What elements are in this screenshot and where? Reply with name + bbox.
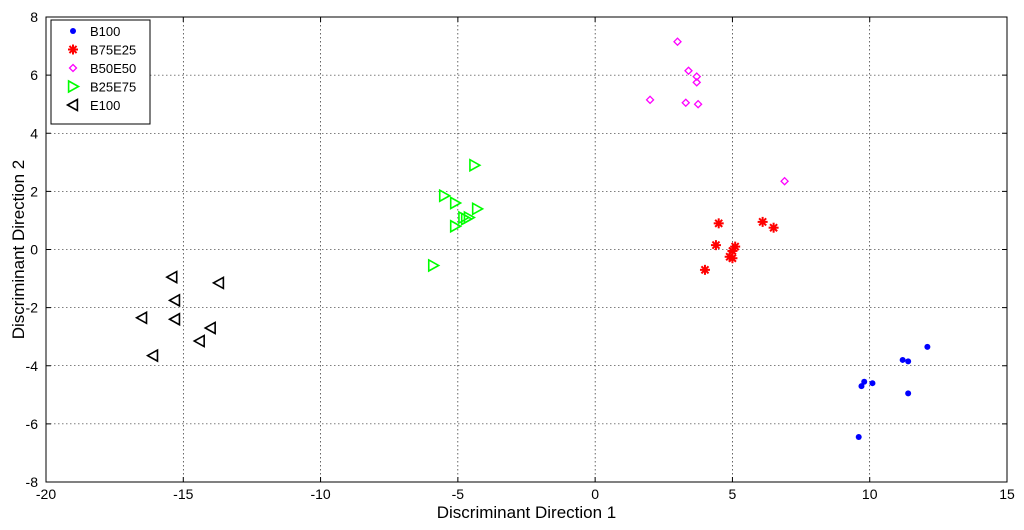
- point-e100: [134, 310, 148, 325]
- data-points: [134, 37, 931, 440]
- point-b75e25: [710, 240, 721, 251]
- point-b100: [899, 356, 906, 363]
- point-e100: [203, 321, 216, 335]
- point-b25e75: [449, 219, 463, 234]
- point-b100: [855, 433, 862, 440]
- legend-label-b50e50: B50E50: [90, 61, 136, 76]
- x-tick-label: 15: [999, 486, 1015, 502]
- point-e100: [192, 334, 205, 348]
- y-tick-label: 4: [30, 125, 38, 141]
- point-b50e50: [681, 98, 691, 108]
- point-b75e25: [699, 264, 710, 275]
- x-tick-label: 5: [729, 486, 737, 502]
- legend-label-b25e75: B25E75: [90, 80, 136, 95]
- legend-label-b75e25: B75E25: [90, 43, 136, 58]
- y-tick-label: 6: [30, 67, 38, 83]
- y-tick-label: 2: [30, 183, 38, 199]
- x-tick-label: -20: [36, 486, 56, 502]
- y-tick-label: -8: [26, 474, 39, 490]
- point-b100: [924, 343, 931, 350]
- point-e100: [165, 270, 178, 284]
- point-b100: [858, 383, 865, 390]
- point-b50e50: [692, 72, 702, 81]
- point-b50e50: [684, 66, 693, 76]
- legend-marker-b25e75: [67, 79, 81, 94]
- x-tick-label: 10: [862, 486, 878, 502]
- point-b75e25: [768, 222, 779, 233]
- point-b50e50: [673, 37, 682, 47]
- point-b75e25: [713, 218, 724, 229]
- point-b50e50: [692, 77, 702, 87]
- point-b25e75: [449, 196, 463, 210]
- point-b75e25: [727, 253, 738, 264]
- x-tick-label: -5: [452, 486, 465, 502]
- point-b50e50: [780, 176, 790, 186]
- y-axis-label: Discriminant Direction 2: [9, 160, 28, 340]
- legend: B100 B75E25 B50E50 B25E75 E100: [50, 19, 151, 125]
- grid-lines: [46, 17, 1007, 482]
- point-b25e75: [427, 258, 441, 273]
- y-tick-label: -2: [26, 300, 39, 316]
- legend-marker-b100: [70, 28, 76, 34]
- x-tick-label: -10: [310, 486, 330, 502]
- point-b25e75: [460, 212, 474, 226]
- point-b25e75: [438, 188, 452, 203]
- legend-label-e100: E100: [90, 98, 120, 113]
- point-b25e75: [469, 158, 482, 173]
- legend-marker-e100: [65, 98, 79, 112]
- y-tick-label: -6: [26, 416, 39, 432]
- x-axis-label: Discriminant Direction 1: [437, 503, 617, 522]
- y-tick-label: 8: [30, 9, 38, 25]
- y-tick-label: 0: [30, 242, 38, 258]
- point-b50e50: [645, 95, 655, 105]
- legend-box: [50, 19, 151, 125]
- point-b25e75: [471, 201, 485, 216]
- point-b100: [869, 380, 876, 387]
- point-b100: [861, 378, 868, 385]
- legend-marker-b50e50: [68, 63, 78, 73]
- point-e100: [167, 312, 181, 327]
- point-e100: [211, 276, 225, 290]
- x-tick-label: 0: [591, 486, 599, 502]
- point-b50e50: [693, 99, 703, 109]
- x-tick-label: -15: [173, 486, 193, 502]
- y-tick-label: -4: [26, 358, 39, 374]
- point-b75e25: [757, 216, 768, 227]
- point-b100: [905, 358, 912, 365]
- legend-marker-b75e25: [68, 44, 78, 55]
- point-b100: [905, 390, 912, 397]
- legend-label-b100: B100: [90, 24, 120, 39]
- point-e100: [167, 293, 181, 308]
- point-e100: [145, 348, 159, 363]
